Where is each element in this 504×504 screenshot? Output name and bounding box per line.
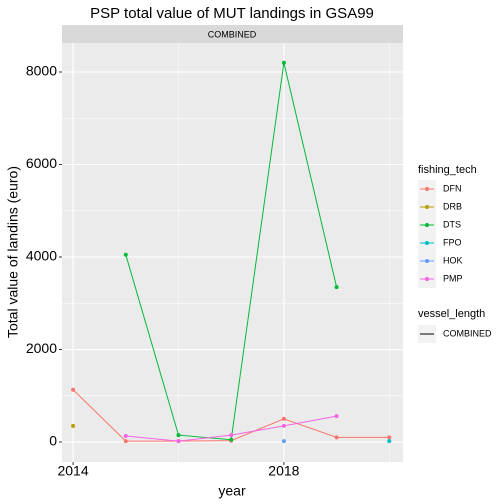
facet-strip <box>62 25 403 43</box>
y-tick-label: 4000 <box>26 248 57 264</box>
data-point <box>176 433 181 438</box>
data-point <box>334 414 339 419</box>
data-point <box>176 439 181 444</box>
legend-label: DRB <box>443 201 462 211</box>
legend-title: vessel_length <box>418 308 485 320</box>
y-axis-label: Total value of landins (euro) <box>5 166 21 338</box>
legend-label: DTS <box>443 219 461 229</box>
legend-key-point <box>425 205 429 209</box>
data-point <box>229 437 234 442</box>
legend-key-point <box>425 277 429 281</box>
data-point <box>71 423 76 428</box>
y-tick-label: 8000 <box>26 63 57 79</box>
data-point <box>281 60 286 65</box>
legend-key-point <box>425 187 429 191</box>
legend-label: HOK <box>443 255 463 265</box>
data-point <box>281 416 286 421</box>
data-point <box>387 435 392 440</box>
legend-label: PMP <box>443 273 463 283</box>
data-point <box>123 434 128 439</box>
legend-label: DFN <box>443 183 462 193</box>
data-point <box>229 433 234 438</box>
legend-key-point <box>425 241 429 245</box>
legend-key-point <box>425 259 429 263</box>
x-tick-label: 2018 <box>268 463 299 479</box>
data-point <box>387 439 392 444</box>
legend-label: COMBINED <box>443 328 492 338</box>
y-tick-label: 0 <box>49 433 57 449</box>
data-point <box>334 435 339 440</box>
y-tick-label: 6000 <box>26 155 57 171</box>
data-point <box>281 439 286 444</box>
x-axis-label: year <box>218 483 246 499</box>
legend-label: FPO <box>443 237 462 247</box>
chart-title: PSP total value of MUT landings in GSA99 <box>90 5 374 22</box>
legend-key-point <box>425 223 429 227</box>
y-tick-label: 2000 <box>26 340 57 356</box>
data-point <box>71 387 76 392</box>
data-point <box>281 423 286 428</box>
data-point <box>123 439 128 444</box>
data-point <box>123 252 128 257</box>
facet-label: COMBINED <box>208 29 257 39</box>
panel <box>62 43 403 462</box>
data-point <box>334 285 339 290</box>
legend-title: fishing_tech <box>418 164 477 176</box>
x-tick-label: 2014 <box>57 463 88 479</box>
